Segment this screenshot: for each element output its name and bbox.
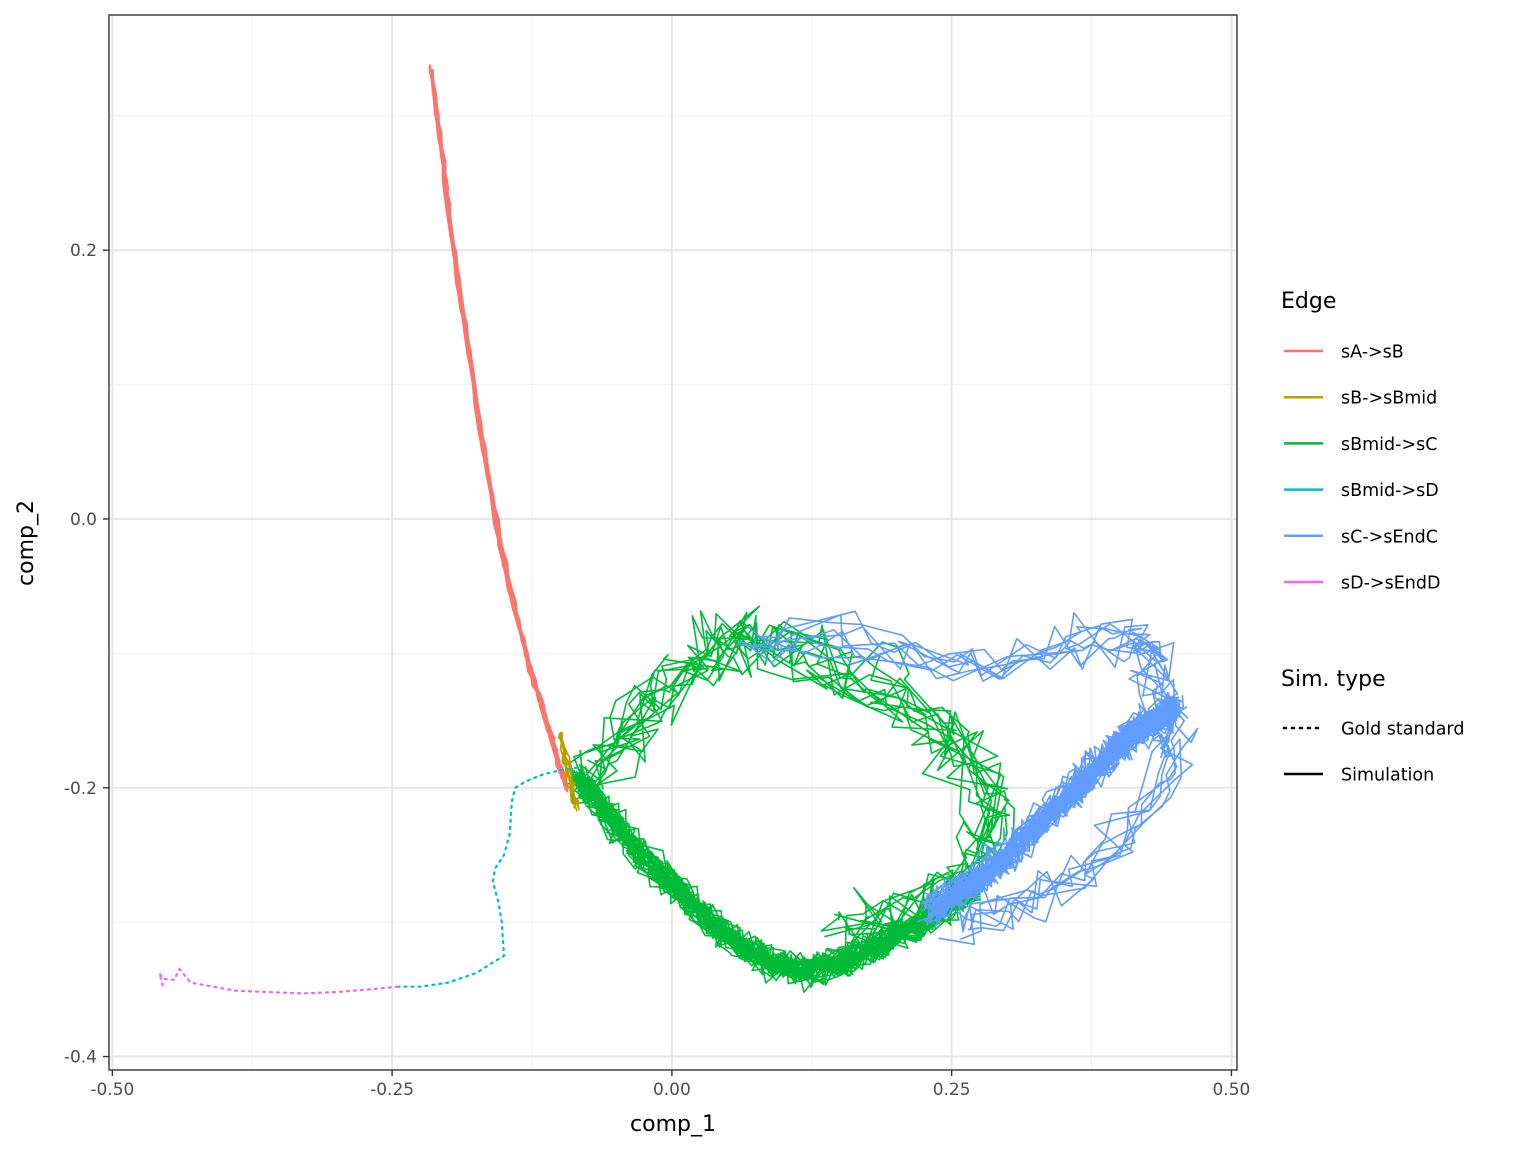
legend-simtype-entries: Gold standard Simulation [1282,720,1464,786]
series-sbmid-sd-gold-line [396,766,578,988]
y-tick-label: 0.0 [70,510,97,530]
grid-lines [109,15,1237,1070]
legend-label-sb-sbmid: sB->sBmid [1341,389,1437,409]
legend-simtype-title: Sim. type [1281,667,1386,692]
legend-edge-title: Edge [1281,289,1336,314]
x-tick-label: -0.25 [370,1080,414,1100]
series-sc-sendc-line [747,617,1176,929]
x-tick-label: -0.50 [90,1080,134,1100]
x-tick-label: 0.00 [653,1080,691,1100]
y-tick-label: -0.4 [64,1048,97,1068]
plot-area [158,64,1199,995]
legend-label-sd-sendd: sD->sEndD [1341,574,1440,594]
y-axis: -0.4 -0.2 0.0 0.2 [64,241,109,1068]
series-sc-sendc-line [926,691,1175,903]
series-sb-sbmid-line [560,735,580,810]
legend-label-sc-sendc: sC->sEndC [1341,527,1438,547]
series-sa-sb-line [430,69,569,786]
y-axis-title: comp_2 [14,500,39,586]
series-lines [158,64,1199,995]
y-tick-label: 0.2 [70,241,97,261]
series-sc-sendc-line [756,623,1185,932]
y-tick-label: -0.2 [64,779,97,799]
legend-label-simulation: Simulation [1341,766,1434,786]
x-axis-title: comp_1 [630,1112,716,1137]
x-tick-label: 0.50 [1212,1080,1250,1100]
legend-edge-entries: sA->sB sB->sBmid sBmid->sC sBmid->sD sC->sEn… [1284,343,1440,594]
legend-label-gold-standard: Gold standard [1341,720,1464,740]
series-sb-sbmid-line [558,732,576,807]
plot-border [108,14,1238,1071]
legend-label-sbmid-sc: sBmid->sC [1341,435,1437,455]
series-sc-sendc-line [921,698,1173,904]
legend: Edge sA->sB sB->sBmid sBmid->sC sBmid->sD sC… [1281,289,1464,786]
x-tick-label: 0.25 [933,1080,971,1100]
series-sc-sendc-line [928,699,1182,918]
x-axis: -0.50 -0.25 0.00 0.25 0.50 [90,1070,1250,1100]
legend-label-sa-sb: sA->sB [1341,343,1404,363]
series-sc-sendc-line [931,697,1181,918]
legend-label-sbmid-sd: sBmid->sD [1341,481,1439,501]
series-sbmid-sc-line [576,781,977,975]
series-sbmid-sc-line [580,778,974,975]
